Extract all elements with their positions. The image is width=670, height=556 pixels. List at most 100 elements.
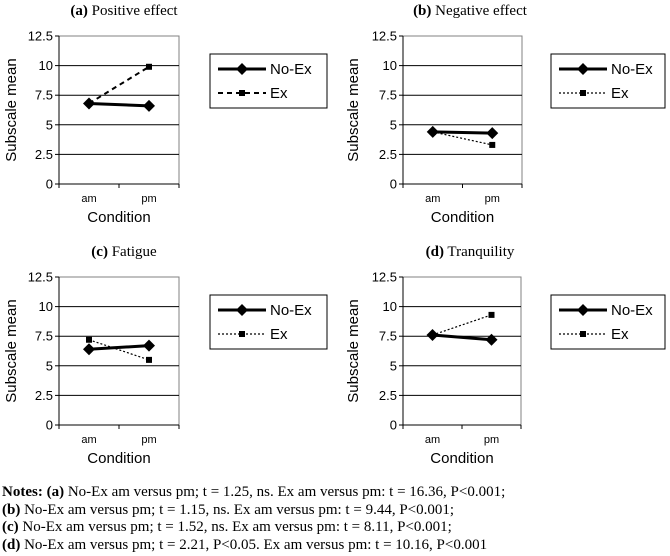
chart-title-panel: (b): [413, 3, 431, 19]
legend-marker-no-ex: [577, 63, 589, 75]
x-tick-label: am: [425, 193, 440, 205]
series-line-no-ex: [432, 333, 492, 342]
x-tick-label: am: [81, 193, 96, 205]
y-tick-label: 5: [46, 117, 53, 132]
x-tick-label: am: [425, 434, 440, 446]
legend-marker-no-ex: [236, 63, 248, 75]
chart-title-panel: (c): [91, 244, 108, 260]
chart-title-text: Positive effect: [88, 3, 179, 19]
notes-tag-c: (c): [2, 519, 19, 535]
data-point-no-ex-am: [426, 329, 439, 342]
data-point-no-ex-am: [426, 125, 439, 138]
legend: No-Ex Ex: [209, 53, 328, 109]
x-axis-label: Condition: [430, 450, 493, 467]
notes-text-b: No-Ex am versus pm; t = 1.15, ns. Ex am …: [20, 501, 455, 518]
legend: No-Ex Ex: [550, 294, 666, 350]
x-tick-label: pm: [484, 434, 499, 446]
data-point-ex-am: [86, 336, 92, 343]
legend-label-no-ex: No-Ex: [270, 61, 312, 78]
x-axis-label: Condition: [431, 209, 494, 226]
chart-title-text: Tranquility: [444, 244, 515, 260]
data-point-no-ex-pm: [486, 127, 499, 140]
data-point-no-ex-am: [83, 343, 95, 356]
legend: No-Ex Ex: [550, 53, 666, 109]
y-tick-label: 12.5: [28, 270, 53, 285]
plot-area: [402, 35, 523, 185]
notes-tag-a: (a): [46, 484, 65, 500]
data-point-ex-pm: [146, 63, 152, 70]
x-tick-label: pm: [485, 193, 500, 205]
y-tick-label: 0: [390, 418, 397, 433]
x-axis-label: Condition: [87, 450, 150, 467]
y-tick-label: 0: [46, 418, 53, 433]
notes-line-c: (c) No-Ex am versus pm; t = 1.52, ns. Ex…: [2, 519, 668, 537]
y-tick-label: 2.5: [35, 388, 53, 403]
y-tick-label: 7.5: [379, 329, 397, 344]
legend-marker-ex: [239, 90, 245, 96]
y-tick-label: 2.5: [35, 147, 53, 162]
y-tick-label: 7.5: [35, 88, 53, 103]
legend-label-no-ex: No-Ex: [611, 61, 653, 78]
legend-label-ex: Ex: [270, 326, 288, 343]
data-point-ex-pm: [488, 311, 495, 318]
y-tick-label: 0: [46, 177, 53, 192]
x-tick-label: pm: [141, 193, 156, 205]
series-line-no-ex: [88, 344, 150, 351]
y-tick-label: 2.5: [379, 147, 397, 162]
y-tick-label: 10: [383, 299, 397, 314]
chart-title: (b) Negative effect: [413, 3, 528, 19]
notes-text-a: No-Ex am versus pm; t = 1.25, ns. Ex am …: [64, 484, 506, 500]
notes-text-c: No-Ex am versus pm; t = 1.52, ns. Ex am …: [18, 519, 452, 535]
x-axis-label: Condition: [87, 209, 150, 226]
legend-label-no-ex: No-Ex: [611, 302, 653, 319]
notes-line-a: Notes: (a) No-Ex am versus pm; t = 1.25,…: [2, 484, 506, 500]
series-line-ex: [88, 339, 150, 361]
chart-panel-b: (b) Negative effect 0 2.5 5 7.5 10 12.5 am pm Con…: [345, 3, 666, 226]
legend-marker-ex: [239, 331, 245, 337]
plot-area: [58, 35, 180, 185]
legend-label-ex: Ex: [270, 85, 288, 102]
y-tick-label: 10: [39, 299, 53, 314]
notes-block: Notes: (a) No-Ex am versus pm; t = 1.25,…: [2, 484, 668, 554]
data-point-no-ex-pm: [143, 99, 155, 112]
chart-title: (a) Positive effect: [70, 3, 178, 19]
data-point-no-ex-pm: [143, 339, 155, 352]
legend: No-Ex Ex: [209, 294, 328, 350]
figure-panels: (a) Positive effect 0 2.5 5 7.5 10 12.5 am pm Con…: [3, 3, 666, 467]
legend-box: [550, 294, 666, 350]
y-axis-label: Subscale mean: [345, 299, 362, 402]
legend-box: [209, 294, 328, 350]
chart-title: (c) Fatigue: [91, 244, 157, 260]
legend-label-ex: Ex: [611, 85, 629, 102]
chart-panel-d: (d) Tranquility 0 2.5 5 7.5 10 12.5 am pm Conditi…: [345, 244, 666, 467]
legend-box: [209, 53, 328, 109]
chart-title-panel: (d): [426, 244, 444, 260]
y-tick-label: 2.5: [379, 388, 397, 403]
chart-title-panel: (a): [70, 3, 88, 19]
y-tick-label: 12.5: [372, 29, 397, 44]
y-tick-label: 0: [390, 177, 397, 192]
legend-marker-no-ex: [236, 304, 248, 316]
data-point-ex-pm: [146, 356, 152, 363]
y-axis-label: Subscale mean: [345, 58, 362, 161]
legend-label-ex: Ex: [611, 326, 629, 343]
y-tick-label: 7.5: [379, 88, 397, 103]
series-line-no-ex: [432, 130, 493, 135]
y-tick-label: 10: [383, 58, 397, 73]
x-tick-label: am: [81, 434, 96, 446]
legend-label-no-ex: No-Ex: [270, 302, 312, 319]
y-tick-label: 12.5: [28, 29, 53, 44]
series-line-ex: [88, 65, 150, 105]
notes-tag-b: (b): [2, 501, 21, 518]
legend-marker-ex: [580, 331, 586, 337]
y-axis-label: Subscale mean: [3, 299, 20, 402]
legend-box: [550, 53, 666, 109]
plot-area: [402, 276, 522, 426]
chart-title-text: Fatigue: [108, 244, 157, 260]
y-axis-label: Subscale mean: [3, 58, 20, 161]
data-point-ex-pm: [489, 141, 496, 148]
legend-marker-ex: [580, 90, 586, 96]
x-tick-label: pm: [141, 434, 156, 446]
chart-title: (d) Tranquility: [426, 244, 515, 260]
y-tick-label: 5: [390, 117, 397, 132]
